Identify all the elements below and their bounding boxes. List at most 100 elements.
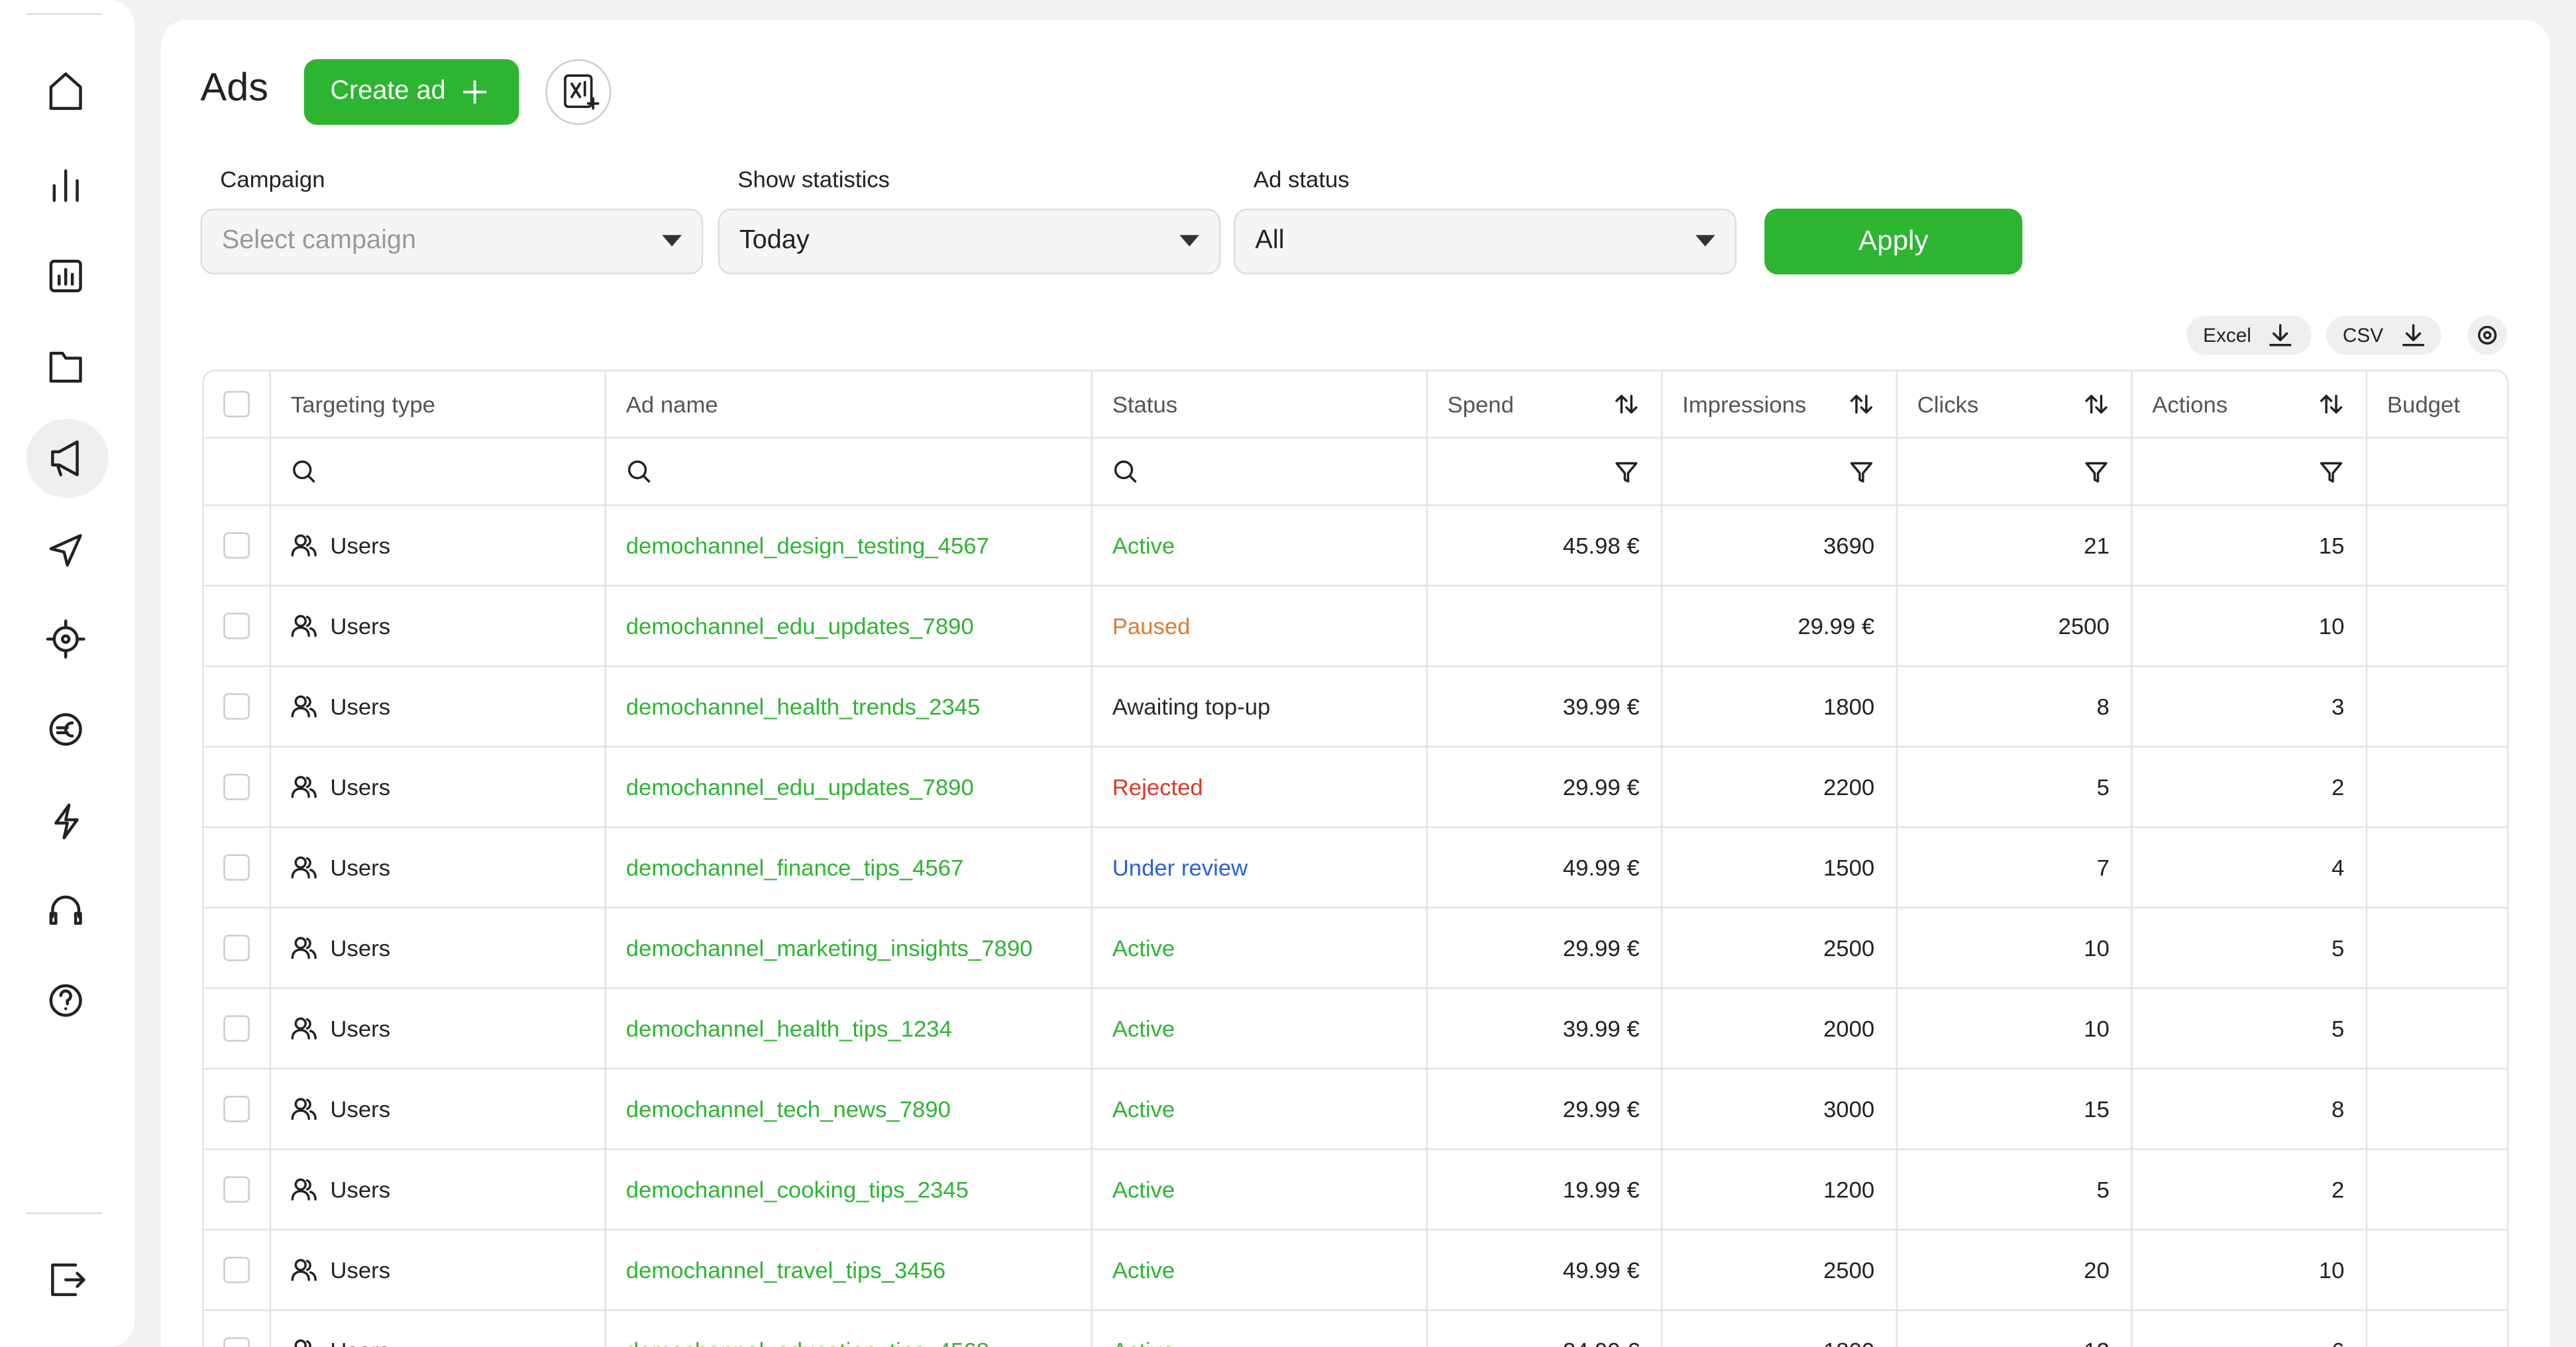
spend-cell <box>1426 585 1661 666</box>
cell-text: Active <box>1112 1014 1175 1041</box>
column-filter[interactable] <box>2131 437 2366 505</box>
ad-name-cell[interactable]: demochannel_health_tips_1234 <box>604 987 1091 1068</box>
cell-text: 45.98 € <box>1562 531 1640 558</box>
actions-cell: 5 <box>2131 987 2366 1068</box>
cell-border <box>1426 371 1428 1347</box>
cell-text: 21 <box>2084 531 2110 558</box>
cell-text: Active <box>1112 531 1175 558</box>
create-ad-button[interactable]: Create ad <box>303 59 519 125</box>
cell-border <box>269 371 272 1347</box>
actions-cell: 6 <box>2131 1309 2366 1347</box>
targeting-cell: Users <box>270 585 605 666</box>
spend-cell: 29.99 € <box>1426 746 1661 827</box>
ad-name-cell[interactable]: demochannel_marketing_insights_7890 <box>604 907 1091 988</box>
actions-cell: 15 <box>2131 504 2366 585</box>
row-checkbox[interactable] <box>223 1175 250 1202</box>
clicks-cell: 8 <box>1896 665 2131 746</box>
cell-text: 29.99 € <box>1562 773 1640 800</box>
cell-text: 5 <box>2332 934 2345 961</box>
status-cell: Paused <box>1091 585 1426 666</box>
ad-name-cell[interactable]: demochannel_tech_news_7890 <box>604 1068 1091 1149</box>
nav-icons[interactable] <box>0 0 134 1347</box>
column-title: Targeting type <box>290 391 435 417</box>
cell-text: demochannel_edu_updates_7890 <box>625 612 974 639</box>
cell-text: 49.99 € <box>1562 853 1640 880</box>
select-value: Select campaign <box>221 227 417 255</box>
clicks-cell: 2500 <box>1896 585 2131 666</box>
row-checkbox[interactable] <box>223 612 250 639</box>
cell-text: 39.99 € <box>1562 692 1640 719</box>
column-filter[interactable] <box>270 437 605 505</box>
user-icon <box>291 1014 317 1041</box>
column-header: Ad name <box>604 371 1091 437</box>
excel-icon <box>564 74 600 110</box>
clicks-cell: 15 <box>1896 1068 2131 1149</box>
ad-name-cell[interactable]: demochannel_edu_updates_7890 <box>604 746 1091 827</box>
clicks-cell: 5 <box>1896 1148 2131 1229</box>
clicks-cell: 21 <box>1896 504 2131 585</box>
sort-icon <box>2083 391 2110 417</box>
cell-text: 5 <box>2332 1014 2345 1041</box>
targeting-cell: Users <box>270 504 605 585</box>
cell-text: 10 <box>2084 934 2110 961</box>
csv-export[interactable]: CSV <box>2326 315 2442 355</box>
column-filter[interactable] <box>1896 437 2131 505</box>
cell-text: demochannel_travel_tips_3456 <box>625 1256 946 1283</box>
cell-text: Users <box>330 934 391 961</box>
column-filter[interactable] <box>1661 437 1896 505</box>
row-checkbox[interactable] <box>223 391 250 417</box>
actions-cell: 8 <box>2131 1068 2366 1149</box>
column-filter[interactable] <box>1426 437 1661 505</box>
select[interactable]: Select campaign <box>200 208 704 275</box>
row-checkbox[interactable] <box>223 692 250 719</box>
column-filter[interactable] <box>1091 437 1426 505</box>
plus-icon <box>463 80 487 104</box>
column-header[interactable]: Actions <box>2131 371 2366 437</box>
row-checkbox[interactable] <box>223 1014 250 1041</box>
filter-icon <box>2083 458 2110 484</box>
import-button[interactable] <box>545 59 612 125</box>
actions-cell: 10 <box>2131 1229 2366 1310</box>
row-checkbox[interactable] <box>223 773 250 800</box>
ad-name-cell[interactable]: demochannel_cooking_tips_2345 <box>604 1148 1091 1229</box>
user-icon <box>291 1175 317 1202</box>
cell-text: 4 <box>2332 853 2345 880</box>
ad-name-cell[interactable]: demochannel_travel_tips_3456 <box>604 1229 1091 1310</box>
column-header[interactable]: Impressions <box>1661 371 1896 437</box>
row-checkbox[interactable] <box>223 1256 250 1283</box>
ad-name-cell[interactable]: demochannel_edu_updates_7890 <box>604 585 1091 666</box>
clicks-cell: 10 <box>1896 907 2131 988</box>
ad-name-cell[interactable]: demochannel_education_tips_4568 <box>604 1309 1091 1347</box>
spend-cell: 45.98 € <box>1426 504 1661 585</box>
filter-icon <box>2318 458 2345 484</box>
ad-name-cell[interactable]: demochannel_design_testing_4567 <box>604 504 1091 585</box>
column-header[interactable]: Spend <box>1426 371 1661 437</box>
cell-text: 3690 <box>1823 531 1875 558</box>
cell-text: 29.99 € <box>1798 612 1875 639</box>
cell-text: 10 <box>2084 1014 2110 1041</box>
select[interactable]: Today <box>718 208 1221 275</box>
excel-export[interactable]: Excel <box>2186 315 2312 355</box>
row-checkbox[interactable] <box>223 934 250 961</box>
cell-text: Active <box>1112 1095 1175 1122</box>
row-border <box>203 1228 2507 1231</box>
cell-text: 1500 <box>1823 853 1875 880</box>
column-header: Targeting type <box>270 371 605 437</box>
column-header[interactable]: Clicks <box>1896 371 2131 437</box>
cell-border <box>1091 371 1093 1347</box>
column-filter[interactable] <box>604 437 1091 505</box>
apply-button[interactable]: Apply <box>1764 208 2023 275</box>
targeting-cell: Users <box>270 987 605 1068</box>
ad-name-cell[interactable]: demochannel_finance_tips_4567 <box>604 826 1091 907</box>
cell-text: 12 <box>2084 1336 2110 1347</box>
ad-name-cell[interactable]: demochannel_health_trends_2345 <box>604 665 1091 746</box>
cell-text: 2200 <box>1823 773 1875 800</box>
select[interactable]: All <box>1234 208 1737 275</box>
row-checkbox[interactable] <box>223 531 250 558</box>
row-checkbox[interactable] <box>223 1336 250 1347</box>
row-checkbox[interactable] <box>223 853 250 880</box>
row-checkbox[interactable] <box>223 1095 250 1122</box>
settings-button[interactable] <box>2467 315 2507 355</box>
cell-text: Users <box>330 531 391 558</box>
